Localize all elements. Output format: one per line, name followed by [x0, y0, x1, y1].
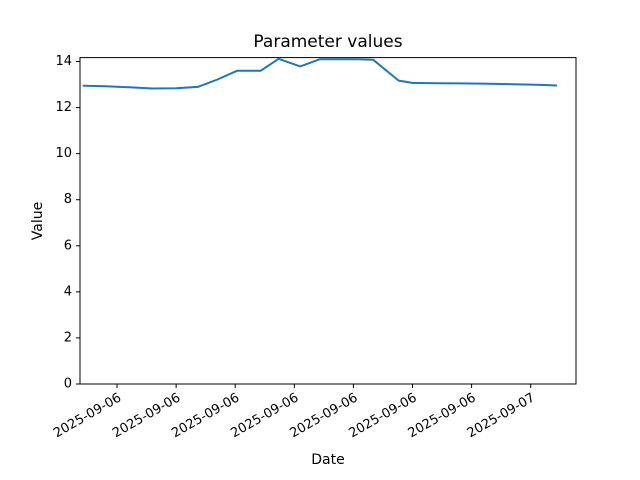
y-tick-label: 14 [55, 54, 72, 69]
series-line [82, 57, 558, 90]
y-axis-ticks: 0 2 4 6 8 10 12 14 [55, 54, 80, 392]
y-tick-label: 8 [64, 192, 72, 207]
y-tick-label: 10 [55, 146, 72, 161]
chart-title: Parameter values [253, 32, 402, 52]
y-tick-label: 0 [64, 377, 72, 392]
y-tick-label: 2 [64, 330, 72, 345]
data-series [82, 57, 558, 90]
y-tick-label: 4 [64, 284, 72, 299]
x-tick-label: 2025-09-07 [465, 390, 538, 441]
y-tick-label: 12 [55, 100, 72, 115]
y-tick-label: 6 [64, 238, 72, 253]
y-axis-label: Value [30, 202, 46, 240]
x-axis-ticks: 2025-09-062025-09-062025-09-062025-09-06… [51, 384, 538, 441]
x-axis-label: Date [311, 452, 344, 468]
plot-border [79, 57, 577, 385]
